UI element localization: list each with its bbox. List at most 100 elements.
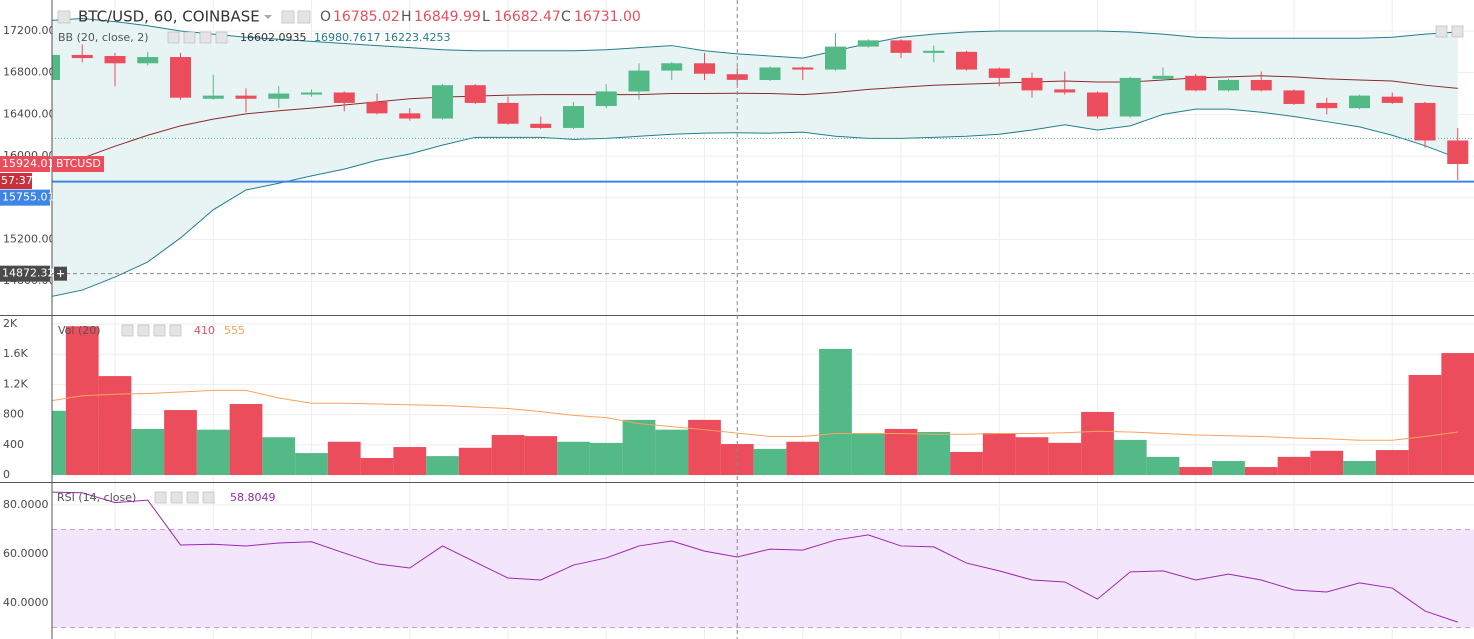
- settings-icon[interactable]: [183, 31, 196, 44]
- add-icon[interactable]: [199, 31, 212, 44]
- candle-body: [399, 113, 421, 119]
- symbol-tag-box: [52, 156, 104, 173]
- eye-icon[interactable]: [281, 10, 295, 24]
- volume-bar: [622, 419, 656, 475]
- candle-body: [1021, 77, 1043, 91]
- candle-body: [988, 68, 1010, 78]
- volume-bar: [1048, 442, 1082, 475]
- add-icon[interactable]: [186, 491, 199, 504]
- volume-bar: [655, 429, 689, 475]
- eye-icon[interactable]: [154, 491, 167, 504]
- rsi-band: [52, 529, 1474, 628]
- indicator-value: 16602.0935: [240, 31, 306, 44]
- dropdown[interactable]: [264, 15, 272, 19]
- volume-bar: [98, 376, 132, 475]
- volume-bar: [589, 442, 623, 475]
- volume-bar: [1081, 411, 1114, 475]
- y-tick-label: 1.6K: [3, 347, 28, 360]
- indicator-value: 410: [194, 324, 215, 337]
- volume-average: [52, 389, 1458, 441]
- candle-body: [530, 123, 552, 128]
- volume-bar: [1113, 439, 1147, 475]
- volume-bar: [491, 434, 525, 475]
- volume-bar: [393, 447, 427, 475]
- volume-bar: [1244, 467, 1278, 475]
- volume-bar: [1277, 456, 1311, 475]
- volume-bar: [884, 428, 918, 475]
- volume-bar: [458, 447, 492, 475]
- indicator-value: 16980.7617: [314, 31, 380, 44]
- indicator-icons: [167, 31, 228, 44]
- candle-body: [759, 67, 781, 80]
- volume-bar: [1015, 437, 1049, 475]
- candle-body: [1185, 75, 1207, 91]
- close-icon[interactable]: [169, 324, 182, 337]
- eye-icon[interactable]: [167, 31, 180, 44]
- y-tick-label: 800: [3, 408, 24, 421]
- y-tick-label: 16800.00: [3, 66, 56, 79]
- volume-bar: [131, 428, 165, 475]
- volume-bar: [1343, 461, 1376, 475]
- add-icon: [57, 270, 64, 278]
- ohlc-value: 16731.00: [574, 9, 641, 25]
- ohlc-key: O: [320, 9, 331, 25]
- eye-icon[interactable]: [121, 324, 134, 337]
- volume-bar: [851, 433, 885, 475]
- volume-bar: [1441, 353, 1474, 475]
- y-tick-label: 15200.00: [3, 233, 56, 246]
- y-tick-label: 17200.00: [3, 24, 56, 37]
- volume-bar: [1310, 450, 1344, 475]
- settings-icon[interactable]: [170, 491, 183, 504]
- volume-bar: [982, 433, 1016, 475]
- volume-bar: [262, 437, 296, 475]
- candle-body: [628, 70, 650, 92]
- volume-bar: [1408, 374, 1442, 475]
- candle-body: [890, 40, 912, 53]
- candle-body: [333, 92, 355, 103]
- candle-body: [694, 63, 715, 74]
- candle-body: [235, 95, 257, 99]
- candle-body: [825, 46, 846, 70]
- indicator-title: RSI (14, close): [57, 491, 136, 504]
- y-tick-label: 40.0000: [3, 596, 49, 609]
- candle-body: [857, 40, 879, 47]
- candle-body: [1119, 77, 1141, 117]
- last-price-label: 15924.01: [2, 157, 55, 170]
- candle-body: [71, 54, 93, 59]
- last-price-marker: [0, 156, 50, 173]
- candle-body: [1349, 95, 1370, 109]
- pane-button[interactable]: [1451, 25, 1464, 38]
- candle-body: [792, 67, 814, 70]
- settings-icon[interactable]: [137, 324, 150, 337]
- candle-body: [1414, 102, 1436, 141]
- pane-button[interactable]: [1435, 25, 1448, 38]
- y-tick-label: 400: [3, 438, 24, 451]
- settings-icon[interactable]: [297, 10, 311, 24]
- symbol-icon[interactable]: [57, 10, 71, 24]
- candle-body: [366, 101, 388, 114]
- candle-body: [1054, 89, 1076, 93]
- candle-body: [464, 85, 486, 103]
- ohlc-value: 16849.99: [414, 9, 481, 25]
- candle-body: [432, 85, 453, 119]
- volume-bar: [295, 453, 328, 475]
- line-price-label: 15755.01: [2, 191, 55, 204]
- close-icon[interactable]: [202, 491, 215, 504]
- volume-bar: [229, 404, 263, 475]
- candle-body: [137, 57, 159, 64]
- candle-body: [1218, 79, 1239, 91]
- candle-body: [1283, 90, 1305, 104]
- add-icon[interactable]: [153, 324, 166, 337]
- y-tick-label: 0: [3, 468, 10, 481]
- candle-body: [1087, 92, 1108, 117]
- close-icon[interactable]: [215, 31, 228, 44]
- volume-bar: [426, 456, 459, 475]
- y-tick-label: 80.0000: [3, 498, 49, 511]
- candle-body: [497, 102, 519, 124]
- volume-pane: [52, 326, 1474, 475]
- volume-bar: [1179, 467, 1213, 475]
- y-tick-label: 1.2K: [3, 377, 28, 390]
- candle-body: [170, 57, 191, 98]
- candle-body: [661, 63, 683, 71]
